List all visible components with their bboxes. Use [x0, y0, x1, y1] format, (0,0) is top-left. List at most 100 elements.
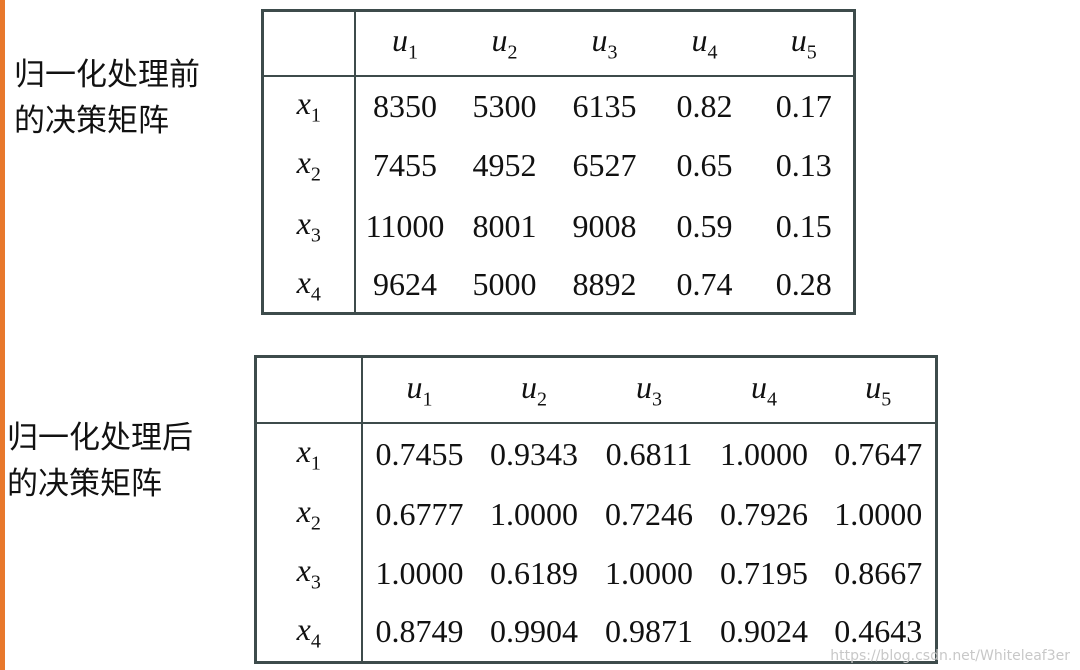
subscript: 3 — [652, 387, 662, 410]
variable: u — [521, 368, 537, 405]
subscript: 2 — [507, 41, 518, 64]
variable: x — [296, 432, 311, 469]
cell: 5000 — [472, 266, 537, 303]
column-header: u3 — [591, 356, 707, 424]
variable: u — [491, 22, 508, 59]
cell: 1.0000 — [605, 555, 693, 591]
column-header: u3 — [554, 10, 655, 77]
cell: 1.0000 — [375, 555, 464, 591]
cell: 0.6811 — [605, 435, 693, 472]
data-row: x2 7455 4952 6527 0.65 0.13 — [262, 135, 855, 196]
cell: 9624 — [373, 266, 437, 303]
row-header: x2 — [255, 484, 363, 545]
variable: x — [296, 610, 311, 647]
cell: 0.15 — [775, 208, 832, 244]
cell: 0.6777 — [375, 496, 464, 532]
subscript: 4 — [707, 41, 718, 64]
subscript: 2 — [310, 512, 321, 535]
cell: 5300 — [472, 87, 537, 124]
cell: 0.4643 — [834, 613, 923, 650]
variable: x — [296, 552, 311, 589]
cell: 0.8749 — [375, 613, 464, 650]
caption-line: 的决策矩阵 — [14, 103, 169, 139]
cell: 4952 — [472, 147, 537, 183]
column-header: u5 — [821, 356, 937, 424]
corner-cell — [262, 10, 356, 77]
variable: u — [691, 22, 708, 59]
row-header: x1 — [262, 75, 356, 136]
variable: u — [591, 22, 608, 59]
data-row: x3 1.0000 0.6189 1.0000 0.7195 0.8667 — [255, 544, 937, 603]
variable: u — [406, 368, 423, 405]
column-header: u2 — [454, 10, 555, 77]
cell: 0.9343 — [490, 435, 578, 472]
cell: 0.82 — [676, 87, 733, 124]
data-row: x2 0.6777 1.0000 0.7246 0.7926 1.0000 — [255, 484, 937, 545]
column-header: u1 — [354, 10, 455, 77]
subscript: 2 — [537, 387, 547, 410]
row-header: x4 — [255, 602, 363, 663]
data-row: x4 0.8749 0.9904 0.9871 0.9024 0.4643 — [255, 602, 937, 663]
cell: 0.28 — [775, 266, 832, 303]
cell: 0.9024 — [720, 613, 808, 650]
caption-line: 归一化处理后 — [7, 420, 193, 456]
variable: x — [296, 144, 311, 181]
subscript: 3 — [310, 571, 321, 594]
caption-line: 归一化处理前 — [14, 57, 200, 93]
cell: 1.0000 — [490, 496, 578, 532]
variable: u — [790, 22, 807, 59]
cell: 0.7246 — [605, 496, 693, 532]
cell: 0.6189 — [490, 555, 578, 591]
column-header: u4 — [706, 356, 822, 424]
cell: 0.7195 — [720, 555, 808, 591]
variable: x — [296, 263, 311, 300]
cell: 0.9871 — [605, 613, 693, 650]
cell: 0.65 — [676, 147, 733, 183]
cell: 0.17 — [775, 87, 832, 124]
column-header: u5 — [754, 10, 855, 77]
column-header: u4 — [654, 10, 755, 77]
cell: 11000 — [365, 208, 445, 244]
subscript: 4 — [310, 629, 321, 652]
data-row: x3 11000 8001 9008 0.59 0.15 — [262, 195, 855, 258]
cell: 6135 — [572, 87, 637, 124]
caption-line: 的决策矩阵 — [7, 466, 162, 502]
row-header: x3 — [255, 544, 363, 603]
cell: 8892 — [572, 266, 637, 303]
matrix-table: u1 u2 u3 u4 u5 x1 8350 5300 6135 0.82 0.17 x2 7455 49… — [261, 9, 856, 315]
column-header: u1 — [361, 356, 477, 424]
subscript: 4 — [767, 387, 777, 410]
subscript: 1 — [422, 387, 433, 410]
variable: u — [751, 368, 767, 405]
row-header: x1 — [255, 422, 363, 485]
row-header: x2 — [262, 135, 356, 196]
corner-cell — [255, 356, 363, 424]
caption: 归一化处理后 的决策矩阵 — [7, 415, 193, 507]
accent-stripe — [0, 0, 5, 670]
subscript: 5 — [806, 41, 817, 64]
subscript: 1 — [310, 104, 321, 127]
cell: 0.7926 — [720, 496, 808, 532]
header-row: u1 u2 u3 u4 u5 — [255, 356, 937, 424]
subscript: 4 — [310, 282, 321, 305]
cell: 0.7647 — [834, 435, 923, 472]
variable: u — [865, 368, 882, 405]
subscript: 2 — [310, 163, 321, 186]
data-row: x1 8350 5300 6135 0.82 0.17 — [262, 75, 855, 136]
header-row: u1 u2 u3 u4 u5 — [262, 10, 855, 77]
matrix-table: u1 u2 u3 u4 u5 x1 0.7455 0.9343 0.6811 1.0000 0.76… — [254, 355, 938, 664]
cell: 0.7455 — [375, 435, 464, 472]
watermark: https://blog.csdn.net/Whiteleaf3er — [830, 648, 1070, 664]
data-row: x1 0.7455 0.9343 0.6811 1.0000 0.7647 — [255, 422, 937, 485]
variable: x — [296, 84, 311, 121]
row-header: x3 — [262, 195, 356, 258]
column-header: u2 — [476, 356, 592, 424]
cell: 8001 — [472, 208, 537, 244]
cell: 0.9904 — [490, 613, 578, 650]
variable: u — [636, 368, 652, 405]
cell: 0.13 — [775, 147, 832, 183]
row-header: x4 — [262, 257, 356, 314]
subscript: 3 — [310, 224, 321, 247]
subscript: 5 — [881, 387, 892, 410]
